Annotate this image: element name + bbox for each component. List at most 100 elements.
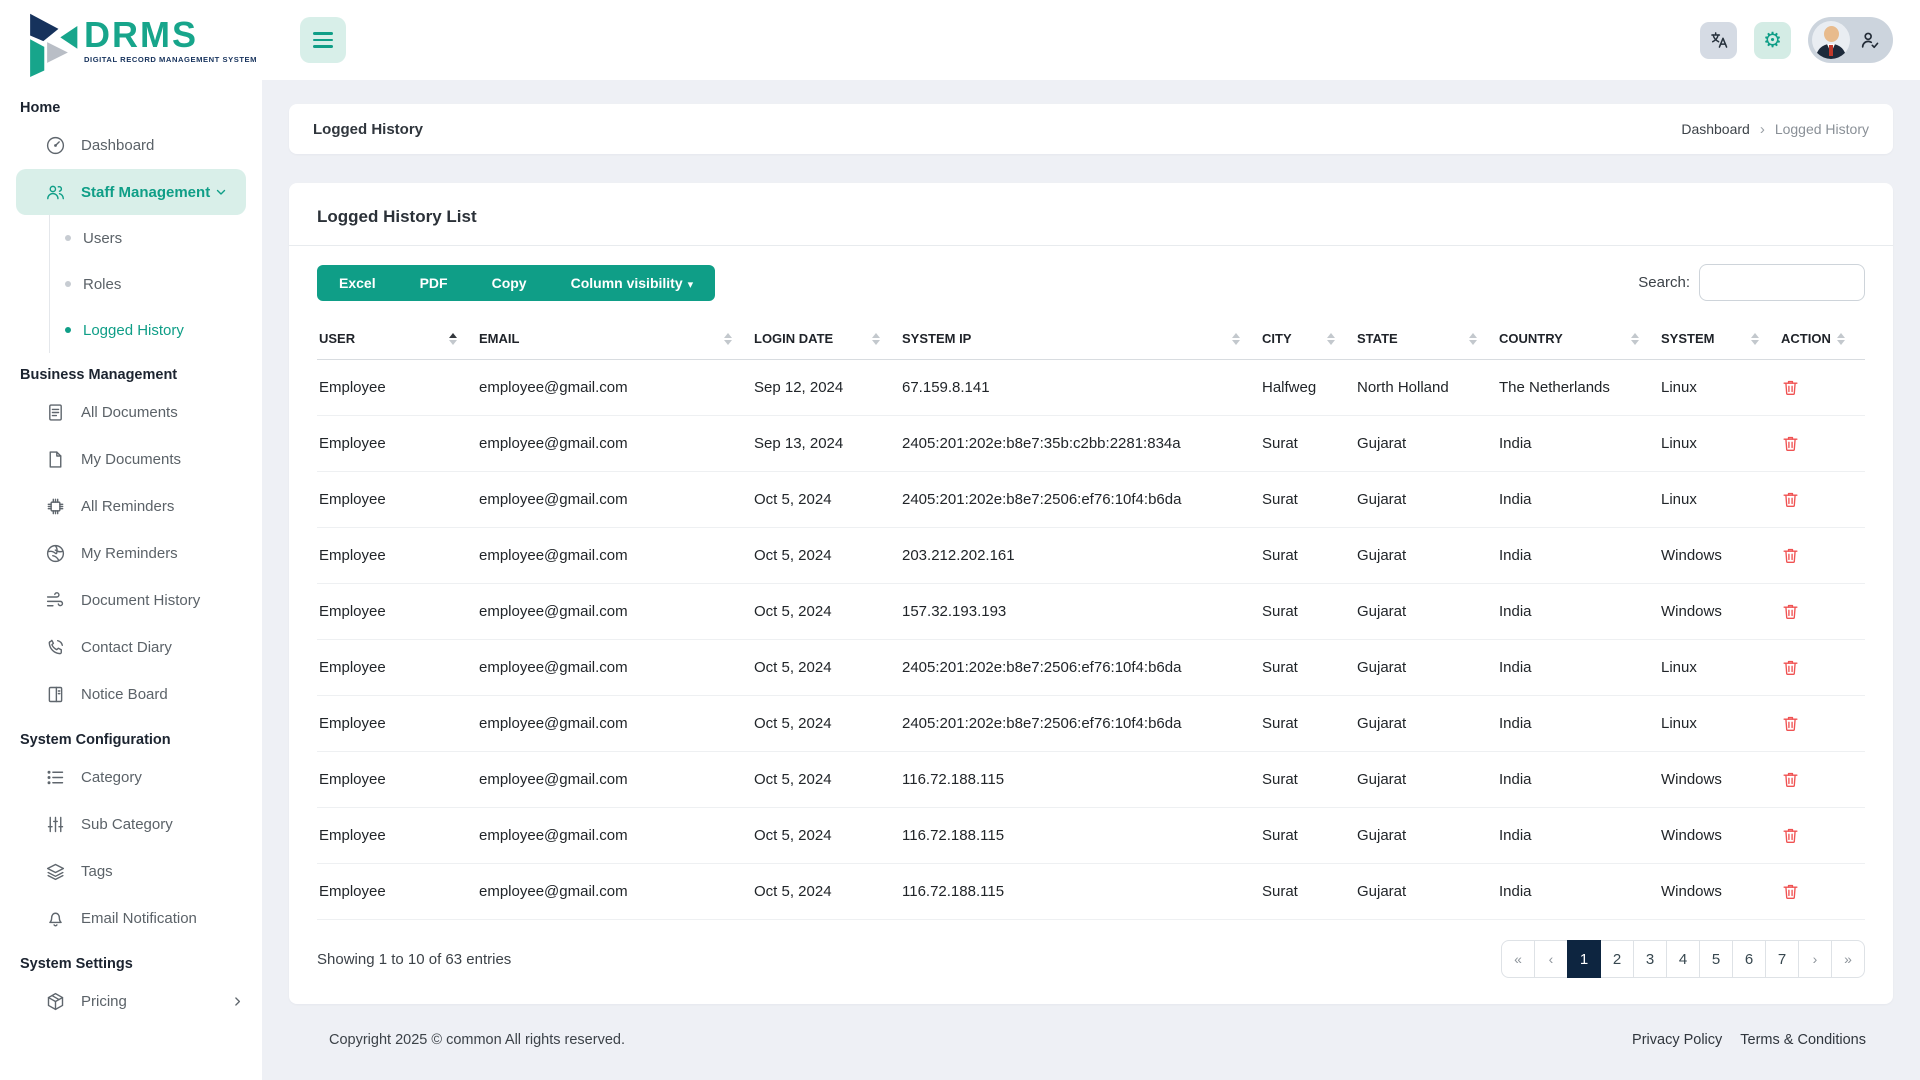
sidebar-item-label: Users (83, 229, 123, 247)
sort-icon (1232, 332, 1240, 345)
delete-row-button[interactable] (1781, 714, 1800, 733)
cell-action (1779, 863, 1865, 920)
topbar-actions: ⚙ (1700, 17, 1893, 63)
footer-links: Privacy Policy Terms & Conditions (1632, 1032, 1866, 1048)
pagination-prev-button[interactable]: ‹ (1534, 940, 1568, 978)
sidebar-item-label: Logged History (83, 321, 184, 339)
delete-row-button[interactable] (1781, 658, 1800, 677)
cell-city: Surat (1260, 751, 1355, 808)
cell-system: Linux (1659, 415, 1779, 472)
hamburger-menu-button[interactable] (300, 17, 346, 63)
sidebar-item-dashboard[interactable]: Dashboard (0, 122, 262, 169)
cell-city: Surat (1260, 583, 1355, 640)
all-reminders-icon (44, 496, 66, 518)
sidebar-item-label: My Reminders (81, 545, 178, 562)
cell-state: Gujarat (1355, 695, 1497, 752)
table-row: Employee employee@gmail.com Oct 5, 2024 … (317, 639, 1865, 696)
cell-action (1779, 751, 1865, 808)
sidebar-item-roles[interactable]: Roles (50, 261, 262, 307)
column-header-system[interactable]: System (1659, 317, 1779, 360)
bullet-icon (65, 281, 71, 287)
column-header-action[interactable]: Action (1779, 317, 1865, 360)
column-header-email[interactable]: Email (477, 317, 752, 360)
sidebar-item-all-reminders[interactable]: All Reminders (0, 483, 262, 530)
column-header-system-ip[interactable]: System IP (900, 317, 1260, 360)
delete-row-button[interactable] (1781, 602, 1800, 621)
privacy-policy-link[interactable]: Privacy Policy (1632, 1032, 1723, 1048)
pagination-page-2[interactable]: 2 (1600, 940, 1634, 978)
copy-button[interactable]: Copy (470, 265, 549, 301)
terms-conditions-link[interactable]: Terms & Conditions (1740, 1032, 1866, 1048)
sidebar-item-contact-diary[interactable]: Contact Diary (0, 624, 262, 671)
column-header-user[interactable]: User (317, 317, 477, 360)
pagination-page-7[interactable]: 7 (1765, 940, 1799, 978)
sidebar-item-notice-board[interactable]: Notice Board (0, 671, 262, 718)
settings-button[interactable]: ⚙ (1754, 21, 1791, 59)
copyright-text: Copyright 2025 © common All rights reser… (329, 1032, 625, 1048)
cell-system: Windows (1659, 527, 1779, 584)
sidebar-item-my-documents[interactable]: My Documents (0, 436, 262, 483)
cell-state: North Holland (1355, 359, 1497, 416)
profile-menu-button[interactable] (1808, 17, 1893, 63)
column-visibility-button[interactable]: Column visibility ▾ (549, 265, 716, 301)
cell-system-ip: 116.72.188.115 (900, 807, 1260, 864)
sidebar-item-category[interactable]: Category (0, 754, 262, 801)
brand-logo[interactable]: DRMS DIGITAL RECORD MANAGEMENT SYSTEM (0, 0, 262, 86)
delete-row-button[interactable] (1781, 546, 1800, 565)
column-header-state[interactable]: State (1355, 317, 1497, 360)
cell-city: Surat (1260, 695, 1355, 752)
pagination-page-4[interactable]: 4 (1666, 940, 1700, 978)
column-header-city[interactable]: City (1260, 317, 1355, 360)
cell-system-ip: 203.212.202.161 (900, 527, 1260, 584)
translate-button[interactable] (1700, 21, 1737, 59)
delete-row-button[interactable] (1781, 770, 1800, 789)
cell-user: Employee (317, 695, 477, 752)
sidebar-item-tags[interactable]: Tags (0, 848, 262, 895)
cell-system-ip: 67.159.8.141 (900, 359, 1260, 416)
cell-system-ip: 2405:201:202e:b8e7:2506:ef76:10f4:b6da (900, 695, 1260, 752)
sidebar-item-email-notification[interactable]: Email Notification (0, 895, 262, 942)
delete-row-button[interactable] (1781, 490, 1800, 509)
pagination-next-button[interactable]: › (1798, 940, 1832, 978)
pagination-last-button[interactable]: » (1831, 940, 1865, 978)
cell-user: Employee (317, 583, 477, 640)
cell-system: Windows (1659, 751, 1779, 808)
sort-icon (872, 332, 880, 345)
delete-row-button[interactable] (1781, 434, 1800, 453)
table-row: Employee employee@gmail.com Oct 5, 2024 … (317, 527, 1865, 584)
delete-row-button[interactable] (1781, 826, 1800, 845)
cell-system-ip: 116.72.188.115 (900, 751, 1260, 808)
excel-button[interactable]: Excel (317, 265, 398, 301)
pagination-page-5[interactable]: 5 (1699, 940, 1733, 978)
pdf-button[interactable]: PDF (398, 265, 470, 301)
sidebar-item-document-history[interactable]: Document History (0, 577, 262, 624)
staff-management-submenu: Users Roles Logged History (49, 215, 262, 353)
cell-action (1779, 359, 1865, 416)
delete-row-button[interactable] (1781, 378, 1800, 397)
column-header-login-date[interactable]: Login Date (752, 317, 900, 360)
delete-row-button[interactable] (1781, 882, 1800, 901)
sidebar-item-label: Contact Diary (81, 639, 172, 656)
pagination-page-3[interactable]: 3 (1633, 940, 1667, 978)
sidebar-item-label: My Documents (81, 451, 182, 468)
cell-email: employee@gmail.com (477, 471, 752, 528)
sidebar-item-staff-management[interactable]: Staff Management (16, 169, 246, 215)
column-header-country[interactable]: Country (1497, 317, 1659, 360)
sidebar-item-all-documents[interactable]: All Documents (0, 389, 262, 436)
sidebar-item-label: Notice Board (81, 686, 168, 703)
breadcrumb-dashboard-link[interactable]: Dashboard (1681, 121, 1750, 137)
sort-icon (1751, 332, 1759, 345)
pagination-page-1[interactable]: 1 (1567, 940, 1601, 978)
sidebar-item-pricing[interactable]: Pricing (0, 978, 262, 1025)
pagination-first-button[interactable]: « (1501, 940, 1535, 978)
tags-icon (44, 861, 66, 883)
cell-action (1779, 415, 1865, 472)
sidebar-item-users[interactable]: Users (50, 215, 262, 261)
sort-icon (1327, 332, 1335, 345)
sidebar-item-my-reminders[interactable]: My Reminders (0, 530, 262, 577)
sidebar-item-sub-category[interactable]: Sub Category (0, 801, 262, 848)
pagination-page-6[interactable]: 6 (1732, 940, 1766, 978)
search-input[interactable] (1699, 264, 1865, 301)
sidebar-item-logged-history[interactable]: Logged History (50, 307, 262, 353)
cell-action (1779, 583, 1865, 640)
